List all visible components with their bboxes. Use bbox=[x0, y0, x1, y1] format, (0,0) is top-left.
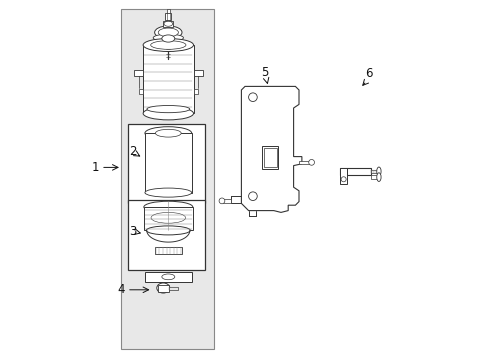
Ellipse shape bbox=[158, 28, 178, 37]
Ellipse shape bbox=[144, 201, 193, 213]
Ellipse shape bbox=[147, 105, 190, 113]
Bar bbox=[143, 45, 194, 113]
Bar bbox=[371, 175, 377, 179]
Text: 1: 1 bbox=[92, 161, 99, 174]
Ellipse shape bbox=[377, 167, 381, 176]
Text: 4: 4 bbox=[117, 283, 124, 296]
Ellipse shape bbox=[145, 188, 192, 197]
Polygon shape bbox=[242, 86, 302, 212]
Ellipse shape bbox=[151, 212, 186, 223]
Ellipse shape bbox=[145, 127, 192, 140]
Ellipse shape bbox=[162, 35, 175, 42]
Bar bbox=[299, 161, 309, 164]
Text: 2: 2 bbox=[129, 145, 137, 158]
Bar bbox=[166, 13, 171, 20]
Bar bbox=[341, 168, 371, 175]
Bar bbox=[155, 247, 182, 254]
Ellipse shape bbox=[219, 198, 225, 204]
Bar bbox=[139, 89, 143, 94]
Ellipse shape bbox=[155, 129, 181, 137]
Bar bbox=[121, 9, 215, 349]
Circle shape bbox=[248, 192, 257, 201]
Ellipse shape bbox=[377, 173, 381, 181]
Bar bbox=[144, 207, 193, 230]
Bar bbox=[194, 70, 202, 76]
Bar bbox=[169, 287, 178, 290]
Ellipse shape bbox=[155, 26, 182, 39]
Bar bbox=[128, 124, 205, 203]
Bar bbox=[145, 272, 192, 282]
Ellipse shape bbox=[147, 226, 190, 235]
Bar bbox=[128, 200, 205, 270]
Ellipse shape bbox=[143, 39, 194, 51]
Ellipse shape bbox=[164, 21, 172, 26]
Circle shape bbox=[341, 177, 346, 182]
Ellipse shape bbox=[143, 107, 194, 120]
Bar bbox=[265, 148, 277, 167]
Ellipse shape bbox=[157, 283, 170, 293]
Bar bbox=[145, 133, 192, 193]
Circle shape bbox=[248, 93, 257, 102]
Ellipse shape bbox=[153, 34, 183, 41]
Text: 5: 5 bbox=[261, 66, 269, 78]
Ellipse shape bbox=[151, 41, 186, 49]
Bar bbox=[371, 170, 377, 173]
Bar bbox=[167, 9, 170, 13]
Bar bbox=[163, 21, 173, 27]
Bar bbox=[341, 168, 347, 184]
Bar bbox=[134, 70, 143, 76]
Bar bbox=[262, 146, 278, 169]
Text: 6: 6 bbox=[366, 67, 373, 80]
Ellipse shape bbox=[162, 274, 175, 280]
Text: 3: 3 bbox=[129, 225, 137, 238]
Ellipse shape bbox=[147, 210, 190, 226]
Ellipse shape bbox=[309, 159, 315, 165]
Bar bbox=[158, 285, 169, 292]
Bar bbox=[194, 89, 198, 94]
Bar bbox=[223, 199, 231, 203]
